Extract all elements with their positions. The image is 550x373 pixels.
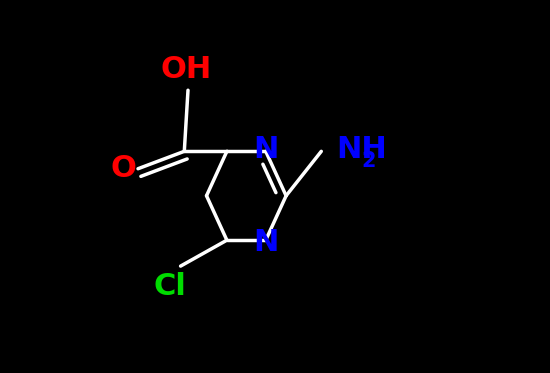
Text: N: N <box>253 135 278 164</box>
Text: N: N <box>253 228 278 257</box>
Text: NH: NH <box>336 135 387 164</box>
Text: Cl: Cl <box>153 272 186 301</box>
Text: OH: OH <box>161 55 212 84</box>
Text: O: O <box>110 154 136 183</box>
Text: 2: 2 <box>361 151 376 170</box>
